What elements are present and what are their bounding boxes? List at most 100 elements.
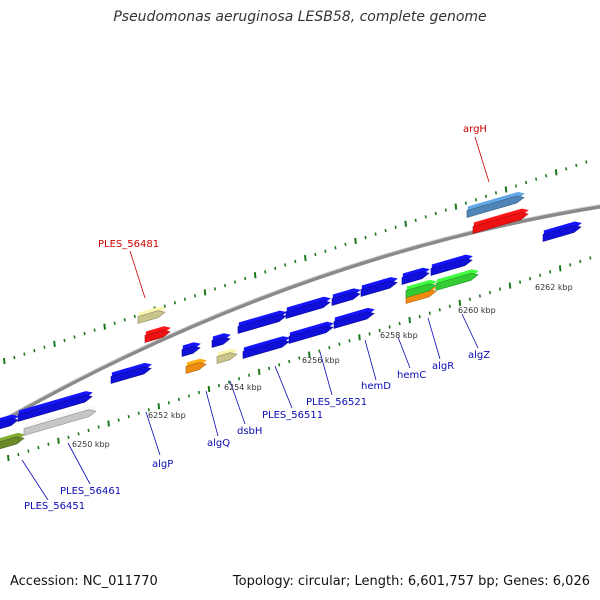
ruler-tick-upper	[3, 357, 6, 365]
ruler-tick-lower	[438, 308, 441, 312]
ruler-tick-upper	[545, 174, 548, 178]
ruler-tick-lower	[127, 414, 130, 419]
ruler-tick-upper	[33, 349, 36, 353]
gene-algQ-blue[interactable]	[181, 342, 201, 357]
ruler-tick-upper	[294, 259, 297, 264]
gene-hemD-lower[interactable]	[333, 307, 375, 329]
ruler-tick-upper	[444, 208, 447, 212]
gene-label-algR[interactable]: algR	[432, 361, 454, 372]
gene-label-argH[interactable]: argH	[463, 124, 487, 135]
gene-label-hemD[interactable]: hemD	[361, 381, 391, 392]
ruler-tick-lower	[157, 403, 161, 410]
ruler-tick-upper	[535, 177, 538, 181]
gene-PLES_56461[interactable]	[17, 391, 93, 422]
ruler-tick-lower	[207, 385, 211, 393]
label-leader-line	[474, 136, 490, 183]
gene-argH-upper[interactable]	[466, 192, 525, 218]
gene-dsbH-blue[interactable]	[211, 333, 231, 348]
ruler-tick-lower	[388, 325, 391, 329]
ruler-tick-upper	[304, 254, 307, 262]
ruler-tick-lower	[529, 277, 532, 281]
gene-PLES_56521-lower[interactable]	[288, 321, 334, 344]
ruler-tick-upper	[133, 314, 136, 319]
ruler-tick-upper	[63, 338, 66, 343]
gene-label-PLES_56461[interactable]: PLES_56461	[60, 486, 121, 497]
ruler-tick-lower	[518, 280, 522, 284]
gene-PLES_56521[interactable]	[285, 296, 331, 319]
ruler-label-6260: 6260 kbp	[458, 306, 496, 315]
label-leader-line	[205, 390, 219, 437]
ruler-tick-lower	[398, 321, 401, 326]
gene-label-hemC[interactable]: hemC	[397, 370, 426, 381]
gene-algQ[interactable]	[185, 358, 207, 374]
ruler-tick-upper	[334, 246, 337, 250]
gene-label-algP[interactable]: algP	[152, 459, 173, 470]
label-leader-line	[67, 442, 91, 485]
ruler-tick-upper	[244, 276, 247, 281]
ruler-tick-lower	[478, 294, 482, 298]
ruler-tick-lower	[569, 263, 572, 267]
gene-label-dsbH[interactable]: dsbH	[237, 426, 262, 437]
gene-argH[interactable]	[472, 208, 529, 234]
gene-PLES_56451-blue[interactable]	[0, 414, 19, 431]
gene-label-PLES_56451[interactable]: PLES_56451	[24, 501, 85, 512]
gene-label-PLES_56521[interactable]: PLES_56521	[306, 397, 367, 408]
ruler-tick-upper	[484, 194, 488, 198]
ruler-tick-lower	[7, 454, 10, 462]
ruler-tick-upper	[163, 304, 166, 308]
gene-algP[interactable]	[110, 362, 152, 384]
ruler-tick-lower	[227, 380, 231, 384]
gene-label-PLES_56481[interactable]: PLES_56481	[98, 239, 159, 250]
ruler-tick-lower	[318, 349, 321, 353]
ruler-tick-lower	[488, 290, 492, 295]
ruler-tick-lower	[328, 345, 331, 350]
gene-PLES_56511[interactable]	[237, 310, 287, 334]
label-leader-line	[427, 317, 441, 360]
gene-PLES_56511-lower[interactable]	[242, 336, 290, 359]
gene-PLES_56461-grey[interactable]	[23, 405, 97, 436]
ruler-tick-upper	[193, 294, 197, 298]
ruler-tick-upper	[414, 218, 417, 222]
ruler-tick-upper	[213, 287, 217, 291]
ruler-tick-lower	[288, 359, 291, 364]
ruler-tick-upper	[113, 321, 116, 325]
ruler-tick-upper	[324, 249, 327, 253]
ruler-tick-upper	[274, 266, 277, 271]
gene-right-edge[interactable]	[542, 221, 582, 242]
ruler-tick-lower	[197, 390, 201, 395]
ruler-tick-upper	[13, 355, 16, 360]
gene-PLES_56481-upper[interactable]	[137, 306, 166, 324]
ruler-tick-lower	[248, 373, 251, 377]
ruler-tick-upper	[173, 301, 176, 305]
gene-algZ[interactable]	[430, 254, 473, 276]
label-leader-line	[364, 339, 377, 381]
gene-dsbH[interactable]	[216, 348, 238, 364]
gene-features[interactable]	[0, 192, 582, 451]
ruler-tick-lower	[147, 408, 150, 412]
ruler-tick-lower	[238, 377, 241, 381]
ruler-tick-lower	[549, 270, 552, 274]
ruler-tick-upper	[464, 201, 467, 205]
ruler-tick-lower	[278, 363, 281, 367]
ruler-tick-upper	[223, 283, 227, 288]
gene-label-algZ[interactable]: algZ	[468, 350, 490, 361]
ruler-tick-upper	[354, 237, 357, 245]
ruler-tick-lower	[368, 332, 371, 336]
gene-hemC[interactable]	[360, 277, 398, 297]
gene-PLES_56451[interactable]	[0, 432, 25, 451]
gene-algZ-green[interactable]	[435, 269, 479, 291]
ruler-tick-upper	[83, 331, 86, 336]
ruler-tick-lower	[378, 328, 381, 333]
ruler-tick-upper	[234, 280, 237, 284]
gene-label-algQ[interactable]: algQ	[207, 438, 230, 449]
gene-PLES_56481[interactable]	[144, 326, 171, 343]
ruler-tick-upper	[53, 340, 56, 347]
gene-label-PLES_56511[interactable]: PLES_56511	[262, 410, 323, 421]
ruler-tick-lower	[579, 259, 582, 264]
ruler-tick-upper	[344, 242, 347, 247]
gene-algR[interactable]	[401, 267, 430, 285]
gene-hemD[interactable]	[331, 288, 361, 306]
gene-algR-green[interactable]	[405, 279, 437, 298]
label-leader-line	[397, 336, 411, 369]
